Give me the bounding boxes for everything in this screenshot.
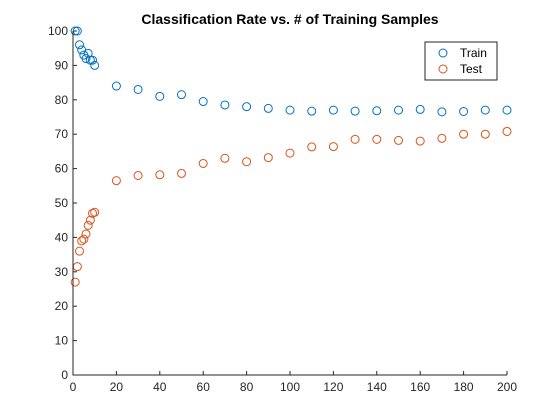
legend-label-train: Train	[460, 46, 487, 60]
train-point	[220, 100, 230, 110]
train-point	[242, 102, 252, 112]
x-tick-label: 40	[153, 380, 167, 394]
data-points	[70, 26, 512, 287]
train-point	[90, 60, 100, 70]
y-tick-label: 40	[55, 230, 69, 244]
test-point	[415, 136, 425, 146]
x-tick-label: 0	[70, 380, 77, 394]
train-point	[502, 105, 512, 115]
test-point	[220, 153, 230, 163]
y-tick-label: 100	[48, 24, 68, 38]
ticks	[72, 30, 508, 376]
x-tick-label: 20	[110, 380, 124, 394]
train-point	[75, 40, 85, 50]
train-point	[88, 55, 98, 65]
x-tick-label: 60	[197, 380, 211, 394]
x-tick-label: 160	[410, 380, 430, 394]
y-tick-label: 0	[61, 368, 68, 382]
test-point	[83, 220, 93, 230]
x-tick-label: 180	[454, 380, 474, 394]
test-point	[177, 168, 186, 178]
chart-title: Classification Rate vs. # of Training Sa…	[141, 11, 438, 27]
train-point	[415, 104, 425, 114]
test-point	[85, 215, 95, 225]
y-tick-label: 50	[55, 196, 69, 210]
test-point	[394, 135, 403, 145]
train-point	[437, 107, 447, 117]
train-point	[394, 105, 403, 115]
x-tick-label: 120	[323, 380, 343, 394]
legend-marker-test	[438, 64, 448, 74]
y-tick-label: 80	[55, 93, 69, 107]
x-tick-label: 200	[497, 380, 517, 394]
test-point	[372, 134, 382, 144]
test-point	[242, 157, 252, 167]
train-point	[177, 90, 186, 100]
test-point	[90, 207, 100, 217]
train-point	[350, 106, 360, 116]
test-point	[133, 170, 143, 180]
train-point	[459, 106, 469, 116]
test-point	[307, 142, 317, 152]
train-point	[372, 106, 382, 116]
test-point	[480, 129, 490, 139]
train-point	[111, 81, 121, 91]
series-train	[70, 26, 512, 117]
test-point	[502, 126, 512, 136]
test-point	[459, 129, 469, 139]
x-tick-label: 140	[367, 380, 387, 394]
train-point	[328, 105, 338, 115]
y-tick-label: 90	[55, 58, 69, 72]
x-tick-label: 80	[240, 380, 254, 394]
test-point	[111, 176, 121, 186]
legend-box	[424, 41, 498, 81]
train-point	[307, 106, 317, 116]
legend-label-test: Test	[460, 62, 483, 76]
test-point	[285, 148, 295, 158]
test-point	[328, 142, 338, 152]
train-point	[198, 97, 208, 107]
train-point	[263, 103, 273, 113]
y-tick-label: 30	[55, 265, 69, 279]
x-tick-label: 100	[280, 380, 300, 394]
test-point	[350, 134, 360, 144]
y-tick-label: 20	[55, 299, 69, 313]
test-point	[75, 246, 85, 256]
train-point	[155, 91, 165, 101]
test-point	[79, 234, 89, 244]
test-point	[263, 153, 273, 163]
series-test	[70, 126, 512, 287]
tick-labels: 0 20 40 60 80 100 120 140 160 180 200 0 10 20 30 40 50 60…	[48, 24, 517, 394]
test-point	[437, 133, 447, 143]
test-point	[81, 229, 91, 239]
test-point	[198, 158, 208, 168]
y-tick-label: 10	[55, 334, 69, 348]
y-tick-label: 70	[55, 127, 69, 141]
legend-marker-train	[438, 48, 448, 58]
train-point	[70, 26, 80, 36]
train-point	[83, 48, 93, 58]
axis-frame	[72, 31, 507, 376]
plot-area	[73, 31, 507, 375]
test-point	[88, 208, 98, 218]
test-point	[155, 170, 165, 180]
train-point	[81, 54, 91, 64]
train-point	[133, 84, 143, 94]
test-point	[70, 277, 80, 287]
y-tick-label: 60	[55, 162, 69, 176]
train-point	[285, 105, 295, 115]
legend: Train Test	[424, 41, 498, 81]
train-point	[480, 105, 490, 115]
test-point	[77, 236, 87, 246]
